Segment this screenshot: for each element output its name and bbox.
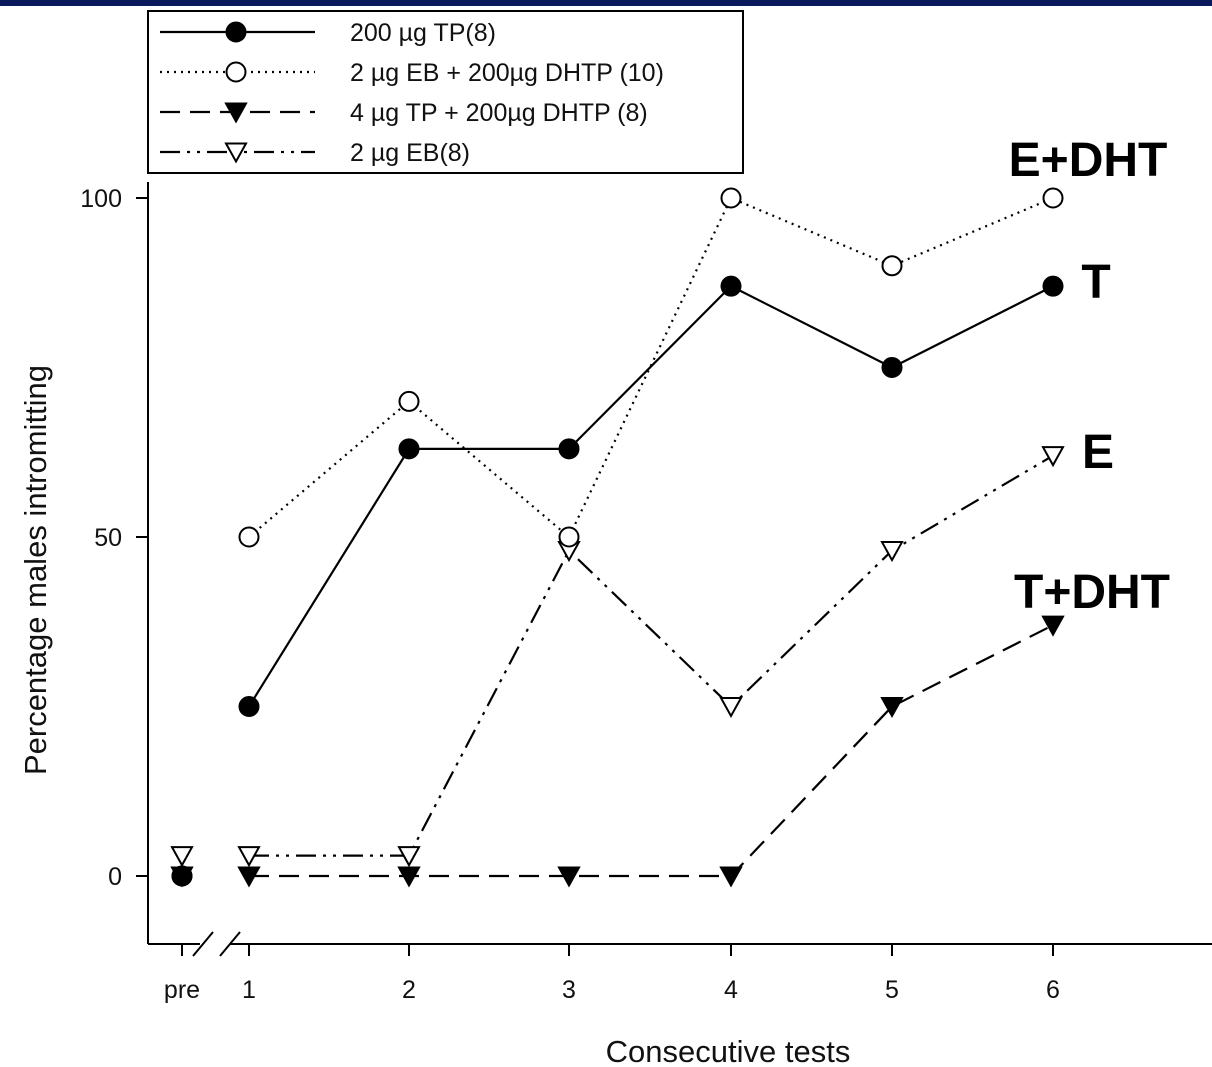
axis-break-gap <box>200 939 230 949</box>
legend-entry-label: 2 µg EB(8) <box>350 139 470 167</box>
data-point-series-1 <box>238 696 260 717</box>
x-axis-title: Consecutive tests <box>606 1034 851 1067</box>
data-point-series-2 <box>881 255 903 277</box>
x-tick-label: 5 <box>885 976 899 1004</box>
data-point-series-4 <box>237 846 261 868</box>
data-point-series-3 <box>880 697 904 719</box>
legend: 200 µg TP(8) 2 µg EB + 200µg DHTP (10) 4 µ… <box>147 10 744 174</box>
legend-box <box>147 10 744 174</box>
data-point-series-3 <box>719 866 743 888</box>
legend-marker <box>224 142 248 164</box>
data-point-series-2 <box>398 390 420 412</box>
x-tick-label: pre <box>164 976 200 1004</box>
data-point-series-1 <box>1042 275 1064 297</box>
data-point-series-4 <box>719 697 743 719</box>
legend-marker <box>225 61 247 83</box>
data-point-series-1 <box>558 438 580 460</box>
data-point-series-1 <box>720 275 742 297</box>
annotation-label: T <box>1081 256 1110 309</box>
axis-break-mark <box>192 931 214 957</box>
data-point-series-1 <box>398 438 420 460</box>
y-tick-label: 50 <box>94 524 122 552</box>
series-line-4 <box>249 454 1054 857</box>
annotations: E+DHT T E T+DHT <box>1009 134 1170 619</box>
data-point-series-2 <box>720 187 742 209</box>
data-point-series-1 <box>171 865 193 887</box>
x-tick-label: 1 <box>242 976 256 1004</box>
data-point-series-3 <box>397 866 421 888</box>
data-point-series-3 <box>557 866 581 888</box>
series-line-3 <box>249 624 1054 878</box>
legend-entry-label: 200 µg TP(8) <box>350 19 496 47</box>
data-point-series-3 <box>237 866 261 888</box>
x-tick-label: 3 <box>562 976 576 1004</box>
data-markers <box>170 187 1065 888</box>
axes: 0 50 100 pre 1 2 3 4 5 6 Consecutive tests Percenta… <box>18 182 1212 1067</box>
data-point-series-2 <box>558 526 580 548</box>
data-point-series-3 <box>1041 615 1065 637</box>
x-tick-label: 4 <box>724 976 738 1004</box>
data-point-series-2 <box>1042 187 1064 209</box>
top-border-bar <box>0 0 1212 6</box>
series-lines <box>248 196 1054 878</box>
x-tick-label: 2 <box>402 976 416 1004</box>
data-point-series-1 <box>881 357 903 378</box>
y-tick-label: 0 <box>108 863 122 891</box>
legend-entry-label: 4 µg TP + 200µg DHTP (8) <box>350 99 648 127</box>
data-point-series-4 <box>397 846 421 868</box>
legend-entry-label: 2 µg EB + 200µg DHTP (10) <box>350 59 664 87</box>
data-point-series-4 <box>170 846 194 868</box>
annotation-label: E+DHT <box>1009 134 1168 187</box>
data-point-series-4 <box>1041 446 1065 468</box>
y-axis-title: Percentage males intromitting <box>18 365 53 775</box>
annotation-label: T+DHT <box>1014 566 1170 619</box>
data-point-series-2 <box>238 526 260 548</box>
axis-break-mark <box>219 931 241 957</box>
y-tick-label: 100 <box>80 185 122 213</box>
legend-marker <box>225 21 247 43</box>
x-tick-label: 6 <box>1046 976 1060 1004</box>
annotation-label: E <box>1082 426 1114 479</box>
data-point-series-4 <box>880 541 904 563</box>
legend-marker <box>224 102 248 124</box>
series-line-1 <box>248 285 1054 708</box>
